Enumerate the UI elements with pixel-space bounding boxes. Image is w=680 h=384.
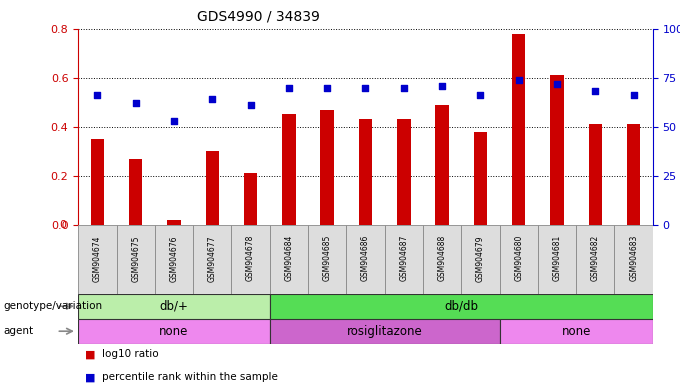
Text: GSM904682: GSM904682 bbox=[591, 235, 600, 281]
Bar bbox=[474, 132, 487, 225]
Text: log10 ratio: log10 ratio bbox=[102, 349, 158, 359]
Bar bbox=[167, 220, 181, 225]
Bar bbox=[155, 225, 193, 294]
Bar bbox=[359, 119, 372, 225]
Point bbox=[513, 77, 524, 83]
Point bbox=[284, 84, 294, 91]
Bar bbox=[129, 159, 142, 225]
Bar bbox=[346, 225, 385, 294]
Text: db/db: db/db bbox=[444, 300, 478, 313]
Text: none: none bbox=[562, 325, 591, 338]
Text: GSM904674: GSM904674 bbox=[93, 235, 102, 281]
Text: rosiglitazone: rosiglitazone bbox=[347, 325, 422, 338]
Text: genotype/variation: genotype/variation bbox=[3, 301, 103, 311]
Bar bbox=[550, 75, 564, 225]
Text: GSM904683: GSM904683 bbox=[629, 235, 638, 281]
Text: agent: agent bbox=[3, 326, 33, 336]
Point bbox=[169, 118, 180, 124]
Text: GSM904688: GSM904688 bbox=[438, 235, 447, 281]
Bar bbox=[282, 114, 296, 225]
Text: ■: ■ bbox=[85, 372, 95, 382]
Point bbox=[628, 92, 639, 98]
Text: GSM904684: GSM904684 bbox=[284, 235, 293, 281]
Bar bbox=[435, 105, 449, 225]
Bar bbox=[320, 109, 334, 225]
Text: ■: ■ bbox=[85, 349, 95, 359]
Point bbox=[92, 92, 103, 98]
Text: GSM904680: GSM904680 bbox=[514, 235, 523, 281]
Bar bbox=[193, 225, 231, 294]
Bar bbox=[116, 225, 155, 294]
Bar bbox=[385, 225, 423, 294]
Bar bbox=[500, 225, 538, 294]
Point bbox=[551, 81, 562, 87]
Text: GSM904675: GSM904675 bbox=[131, 235, 140, 281]
Point bbox=[130, 100, 141, 106]
Text: GSM904676: GSM904676 bbox=[169, 235, 178, 281]
Point bbox=[475, 92, 486, 98]
Bar bbox=[78, 294, 270, 319]
Bar bbox=[270, 225, 308, 294]
Bar bbox=[205, 151, 219, 225]
Point bbox=[322, 84, 333, 91]
Bar bbox=[397, 119, 411, 225]
Text: GSM904677: GSM904677 bbox=[208, 235, 217, 281]
Bar bbox=[244, 173, 257, 225]
Text: GSM904685: GSM904685 bbox=[323, 235, 332, 281]
Text: db/+: db/+ bbox=[160, 300, 188, 313]
Text: GSM904687: GSM904687 bbox=[399, 235, 408, 281]
Bar bbox=[270, 294, 653, 319]
Text: GSM904681: GSM904681 bbox=[553, 235, 562, 281]
Text: none: none bbox=[159, 325, 188, 338]
Bar bbox=[90, 139, 104, 225]
Text: 0: 0 bbox=[60, 220, 67, 230]
Bar bbox=[512, 34, 526, 225]
Point bbox=[360, 84, 371, 91]
Bar bbox=[589, 124, 602, 225]
Bar bbox=[270, 319, 500, 344]
Text: GSM904679: GSM904679 bbox=[476, 235, 485, 281]
Text: GSM904678: GSM904678 bbox=[246, 235, 255, 281]
Text: GDS4990 / 34839: GDS4990 / 34839 bbox=[197, 10, 320, 23]
Bar bbox=[627, 124, 641, 225]
Text: percentile rank within the sample: percentile rank within the sample bbox=[102, 372, 278, 382]
Bar bbox=[423, 225, 461, 294]
Bar bbox=[78, 319, 270, 344]
Bar bbox=[308, 225, 346, 294]
Bar bbox=[231, 225, 270, 294]
Text: GSM904686: GSM904686 bbox=[361, 235, 370, 281]
Point bbox=[437, 83, 447, 89]
Bar bbox=[615, 225, 653, 294]
Point bbox=[398, 84, 409, 91]
Bar bbox=[461, 225, 500, 294]
Point bbox=[245, 102, 256, 108]
Point bbox=[590, 88, 600, 94]
Bar bbox=[576, 225, 615, 294]
Bar bbox=[538, 225, 576, 294]
Bar bbox=[500, 319, 653, 344]
Bar bbox=[78, 225, 116, 294]
Point bbox=[207, 96, 218, 103]
